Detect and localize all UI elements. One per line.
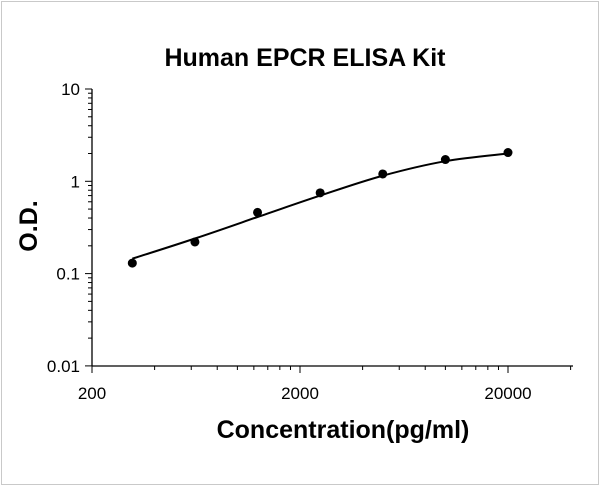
y-tick-label: 10 bbox=[61, 80, 80, 99]
data-point bbox=[190, 237, 200, 247]
y-axis-title: O.D. bbox=[15, 200, 43, 251]
data-point bbox=[503, 148, 513, 158]
data-points bbox=[127, 148, 513, 268]
axes bbox=[91, 89, 573, 367]
chart-title: Human EPCR ELISA Kit bbox=[164, 44, 446, 72]
x-tick-label: 200 bbox=[78, 384, 106, 403]
x-axis-title: Concentration(pg/ml) bbox=[217, 416, 470, 444]
tick-labels: 10 1 0.1 0.01 200 2000 20000 bbox=[47, 80, 532, 403]
data-point bbox=[127, 258, 137, 268]
data-point bbox=[440, 155, 450, 165]
x-tick-label: 2000 bbox=[281, 384, 319, 403]
data-point bbox=[378, 169, 388, 179]
data-point bbox=[315, 188, 325, 198]
x-tick-label: 20000 bbox=[484, 384, 531, 403]
y-tick-label: 1 bbox=[71, 172, 80, 191]
fit-curve bbox=[131, 152, 509, 260]
ticks bbox=[85, 88, 572, 373]
y-tick-label: 0.01 bbox=[47, 357, 80, 376]
y-tick-label: 0.1 bbox=[56, 265, 80, 284]
data-point bbox=[253, 207, 263, 217]
